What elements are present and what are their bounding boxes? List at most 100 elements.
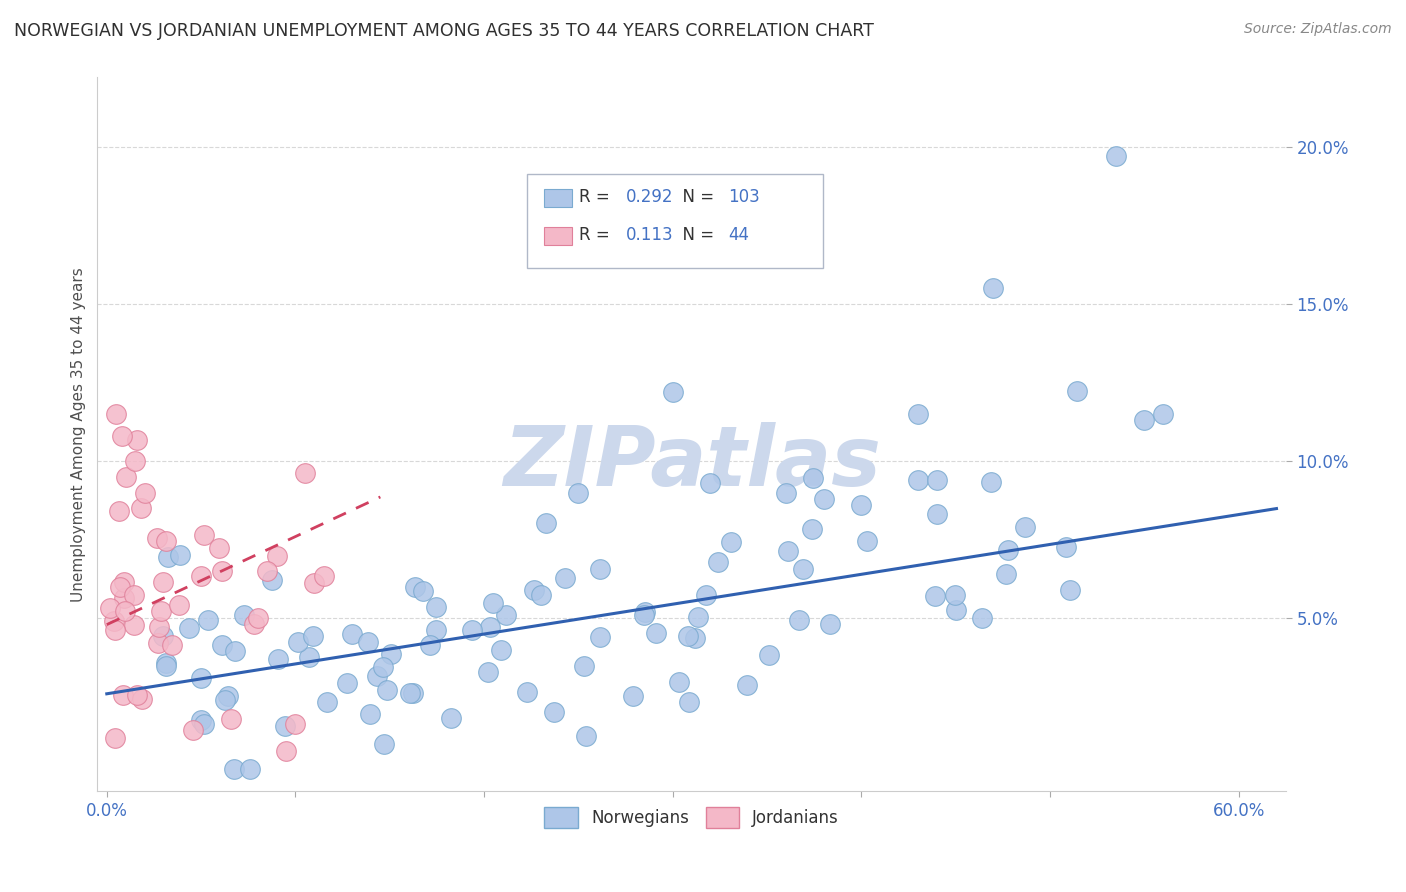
Point xyxy=(676,629,699,643)
Text: N =: N = xyxy=(672,188,720,206)
Point xyxy=(567,485,589,500)
Point xyxy=(994,567,1017,582)
Point xyxy=(260,573,283,587)
Point xyxy=(190,671,212,685)
Point xyxy=(543,705,565,719)
Point xyxy=(125,434,148,448)
Point xyxy=(114,604,136,618)
Point xyxy=(373,737,395,751)
Point xyxy=(134,485,156,500)
Point xyxy=(193,716,215,731)
Legend: Norwegians, Jordanians: Norwegians, Jordanians xyxy=(537,801,845,834)
Point xyxy=(402,685,425,699)
Point xyxy=(373,659,395,673)
Point xyxy=(787,613,810,627)
Text: N =: N = xyxy=(672,227,720,244)
Point xyxy=(907,473,929,487)
Point xyxy=(214,693,236,707)
Point xyxy=(818,617,841,632)
Point xyxy=(375,682,398,697)
Point xyxy=(357,635,380,649)
Point xyxy=(169,548,191,562)
Point xyxy=(162,638,184,652)
Point xyxy=(699,476,721,491)
Point xyxy=(589,562,612,576)
Point xyxy=(945,588,967,602)
Point xyxy=(481,596,503,610)
Point xyxy=(232,608,254,623)
Point xyxy=(112,688,135,702)
Point xyxy=(534,516,557,530)
Point xyxy=(112,574,135,589)
Point xyxy=(156,550,179,565)
Point xyxy=(274,744,297,758)
Point xyxy=(294,466,316,480)
Point xyxy=(801,522,824,536)
Point xyxy=(970,611,993,625)
Point xyxy=(589,630,612,644)
Point xyxy=(190,713,212,727)
Point xyxy=(1133,413,1156,427)
Point xyxy=(478,620,501,634)
Point xyxy=(131,691,153,706)
Point xyxy=(983,281,1005,295)
Point xyxy=(945,603,967,617)
Point xyxy=(554,571,576,585)
Point xyxy=(149,604,172,618)
Point xyxy=(440,711,463,725)
Point xyxy=(399,686,422,700)
Point xyxy=(127,688,149,702)
Text: ZIPatlas: ZIPatlas xyxy=(503,423,880,503)
Point xyxy=(707,555,730,569)
Point xyxy=(668,675,690,690)
Point xyxy=(246,611,269,625)
Point xyxy=(574,659,596,673)
Point xyxy=(801,471,824,485)
Point xyxy=(925,473,948,487)
Point xyxy=(266,549,288,563)
Point xyxy=(516,685,538,699)
Point xyxy=(412,583,434,598)
Point xyxy=(274,719,297,733)
Point xyxy=(489,643,512,657)
Point xyxy=(683,631,706,645)
Point xyxy=(146,636,169,650)
Point xyxy=(124,454,146,468)
Point xyxy=(110,581,132,595)
Point xyxy=(340,627,363,641)
Point xyxy=(924,589,946,603)
Point xyxy=(1054,540,1077,554)
Point xyxy=(661,384,683,399)
Point xyxy=(224,643,246,657)
Point xyxy=(775,485,797,500)
Text: 44: 44 xyxy=(728,227,749,244)
Text: Source: ZipAtlas.com: Source: ZipAtlas.com xyxy=(1244,22,1392,37)
Point xyxy=(737,678,759,692)
Point xyxy=(103,614,125,628)
Point xyxy=(284,717,307,731)
Point xyxy=(256,565,278,579)
Point xyxy=(122,588,145,602)
Point xyxy=(124,617,146,632)
Point xyxy=(366,669,388,683)
Point xyxy=(477,665,499,680)
Point xyxy=(688,610,710,624)
Point xyxy=(851,498,873,512)
Text: 103: 103 xyxy=(728,188,761,206)
Point xyxy=(152,575,174,590)
Point xyxy=(211,638,233,652)
Point xyxy=(105,407,128,421)
Point xyxy=(129,501,152,516)
Point xyxy=(792,562,814,576)
Point xyxy=(239,762,262,776)
Point xyxy=(315,695,337,709)
Point xyxy=(907,407,929,421)
Point xyxy=(1059,582,1081,597)
Point xyxy=(380,647,402,661)
Point xyxy=(297,650,319,665)
Point xyxy=(111,429,134,443)
Point xyxy=(197,613,219,627)
Point xyxy=(302,629,325,643)
Point xyxy=(776,544,799,558)
Y-axis label: Unemployment Among Ages 35 to 44 years: Unemployment Among Ages 35 to 44 years xyxy=(72,267,86,602)
